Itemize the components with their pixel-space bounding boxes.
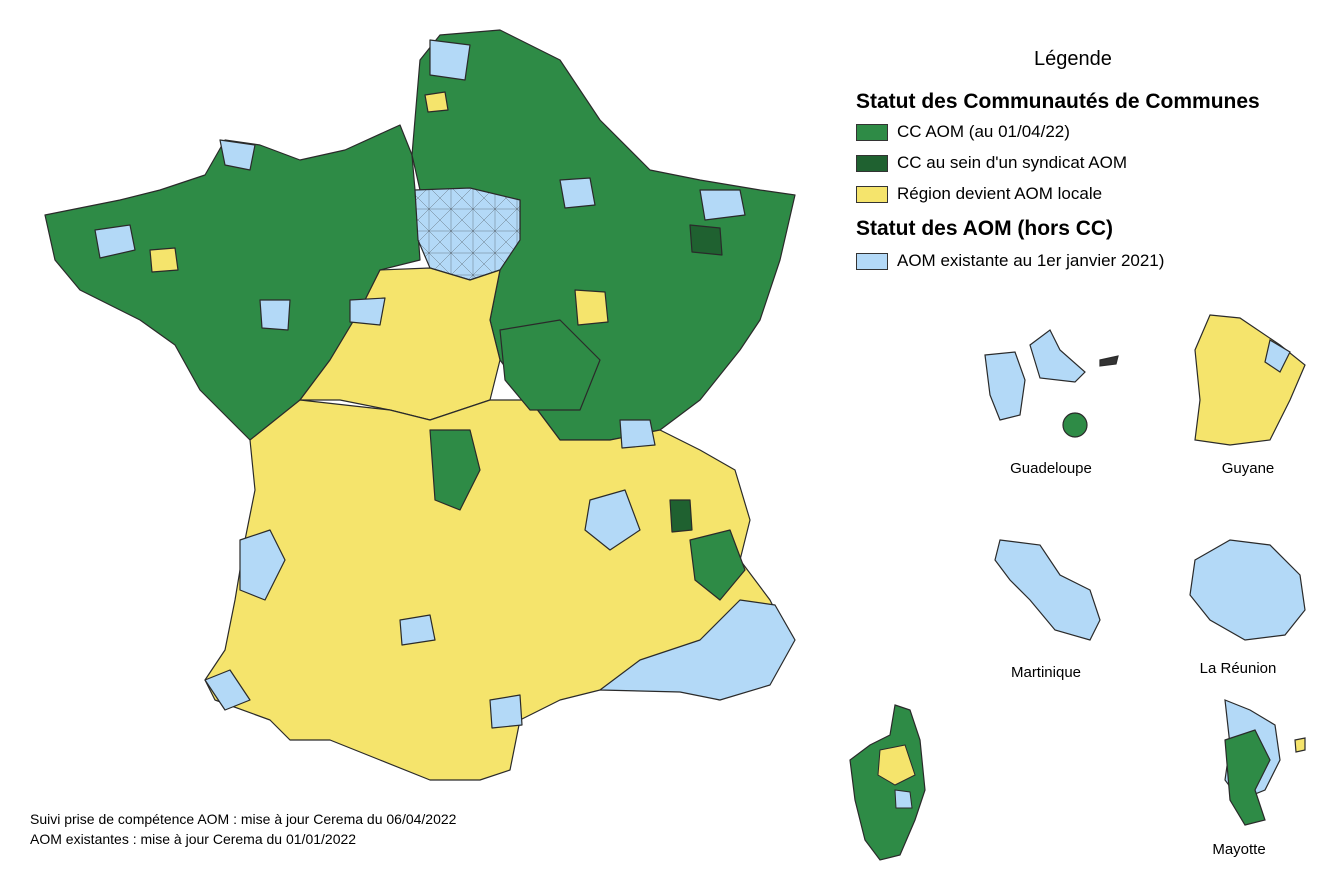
swatch-aom-existante — [856, 252, 888, 270]
label-mayotte: Mayotte — [1212, 841, 1266, 858]
region-patch — [424, 91, 449, 113]
legend-section-aom: Statut des AOM (hors CC) — [856, 217, 1114, 240]
mainland-france — [44, 29, 796, 781]
aom-patch — [559, 177, 596, 209]
mayotte-map — [1224, 699, 1306, 826]
label-martinique: Martinique — [1010, 664, 1082, 681]
region-patch — [574, 289, 609, 326]
area-massif — [429, 429, 481, 511]
legend-section-cc: Statut des Communautés de Communes — [856, 90, 1260, 113]
area-alps — [689, 529, 746, 601]
aom-patch — [699, 189, 746, 221]
swatch-region-aom — [856, 185, 888, 203]
aom-patch — [399, 614, 436, 646]
area-bourgogne — [499, 319, 601, 411]
footer-line-2: AOM existantes : mise à jour Cerema du 0… — [30, 831, 357, 847]
area-bordeaux — [239, 529, 286, 601]
legend-label: AOM existante au 1er janvier 2021) — [897, 251, 1165, 270]
legend-label: CC au sein d'un syndicat AOM — [897, 153, 1128, 172]
syndicat-patch — [689, 224, 723, 256]
region-patch — [149, 247, 179, 273]
swatch-cc-syndicat — [856, 154, 888, 172]
legend-title: Légende — [1034, 48, 1112, 70]
label-reunion: La Réunion — [1199, 660, 1277, 677]
legend-item-aom-existante: AOM existante au 1er janvier 2021) — [856, 248, 1164, 274]
idf-mesh — [415, 188, 520, 280]
footer-line-1: Suivi prise de compétence AOM : mise à j… — [30, 811, 457, 827]
aom-patch — [259, 299, 291, 331]
legend-label: Région devient AOM locale — [897, 184, 1103, 203]
area-lyon — [584, 489, 641, 551]
syndicat-patch — [669, 499, 693, 533]
corsica-patch — [894, 789, 913, 809]
legend-item-region-aom: Région devient AOM locale — [856, 181, 1102, 207]
area-basque — [204, 669, 251, 711]
legend-label: CC AOM (au 01/04/22) — [897, 122, 1070, 141]
corsica-patch — [877, 744, 916, 786]
reunion-map — [1189, 539, 1306, 641]
aom-patch — [94, 224, 136, 259]
aom-patch — [219, 139, 256, 171]
aom-patch — [489, 694, 523, 729]
guyane-map — [1194, 314, 1306, 446]
aom-patch — [349, 297, 386, 326]
label-guadeloupe: Guadeloupe — [1010, 460, 1092, 477]
aom-patch — [429, 39, 471, 81]
label-guyane: Guyane — [1221, 460, 1275, 477]
swatch-cc-aom — [856, 123, 888, 141]
legend-item-cc-aom: CC AOM (au 01/04/22) — [856, 119, 1070, 145]
martinique-map — [994, 539, 1101, 641]
region-provence — [599, 599, 796, 701]
legend-item-cc-syndicat: CC au sein d'un syndicat AOM — [856, 150, 1127, 176]
guadeloupe-map — [984, 329, 1119, 438]
corsica-map — [849, 704, 926, 861]
aom-patch — [619, 419, 656, 449]
